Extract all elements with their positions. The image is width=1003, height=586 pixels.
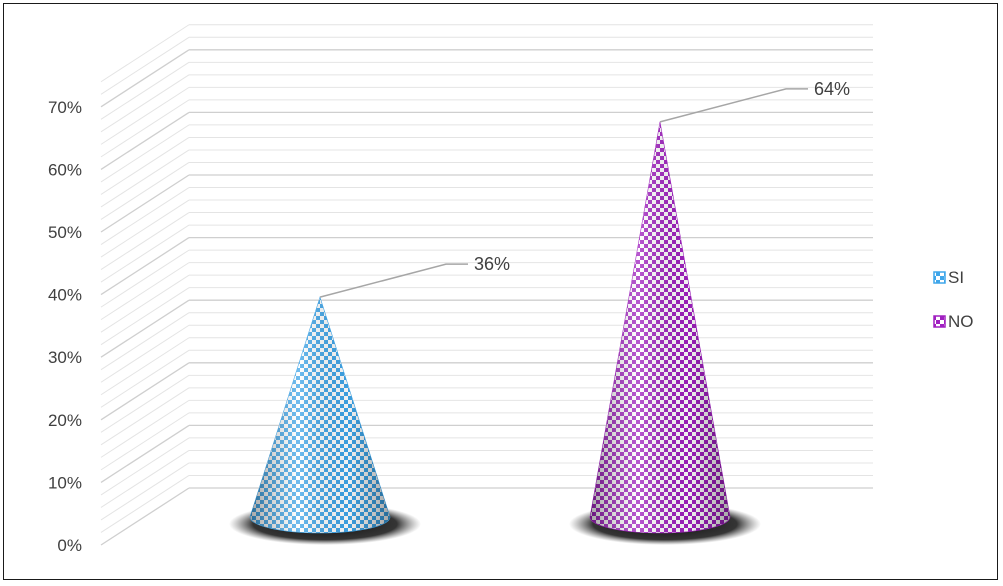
legend-item-si: SI (933, 268, 964, 287)
y-tick-label: 30% (48, 348, 82, 367)
gridline-diagonal (100, 111, 190, 170)
gridline-diagonal (100, 462, 190, 521)
gridline-diagonal (100, 61, 190, 120)
gridline-diagonal (100, 349, 190, 408)
chart-frame: 0% 10% 20% 30% 40% 50% 60% 70% 36% 64% SI NO (3, 3, 998, 580)
gridline-diagonal (100, 49, 190, 108)
cone-chart: 0% 10% 20% 30% 40% 50% 60% 70% 36% 64% SI NO (48, 24, 974, 555)
gridline-diagonal (100, 237, 190, 296)
legend: SI NO (933, 268, 974, 331)
gridline-diagonal (100, 187, 190, 245)
gridline-diagonal (100, 450, 190, 508)
gridline-diagonal (100, 287, 190, 346)
data-label: 36% (474, 254, 510, 274)
y-axis-ticks: 0% 10% 20% 30% 40% 50% 60% 70% (48, 98, 82, 555)
legend-label: NO (948, 312, 974, 331)
y-tick-label: 20% (48, 411, 82, 430)
gridline-diagonal (100, 412, 190, 471)
gridline-diagonal (100, 374, 190, 433)
gridline-diagonal (100, 224, 190, 283)
gridline-diagonal (100, 337, 190, 396)
gridline-diagonal (100, 487, 190, 546)
gridline-diagonal (100, 262, 190, 321)
gridline-diagonal (100, 162, 190, 220)
gridline-diagonal (100, 299, 190, 358)
gridline-diagonal (100, 324, 190, 383)
gridline-diagonal (100, 74, 190, 133)
y-tick-label: 0% (57, 536, 82, 555)
gridline-diagonal (100, 399, 190, 458)
gridline-diagonal (100, 24, 190, 83)
legend-label: SI (948, 268, 964, 287)
gridline-diagonal (100, 99, 190, 158)
y-tick-label: 60% (48, 160, 82, 179)
y-tick-label: 40% (48, 286, 82, 305)
cone-no (589, 121, 731, 534)
leader-line (319, 263, 468, 298)
legend-item-no: NO (933, 312, 974, 331)
gridline-diagonal (100, 212, 190, 270)
gridline-diagonal (100, 137, 190, 195)
gridline-diagonal (100, 149, 190, 208)
gridline-diagonal (100, 312, 190, 371)
gridline-diagonal (100, 86, 190, 145)
gridline-diagonal (100, 36, 190, 95)
gridline-diagonal (100, 387, 190, 446)
legend-swatch (933, 271, 946, 284)
gridline-diagonal (100, 249, 190, 308)
gridline-diagonal (100, 274, 190, 333)
gridline-diagonal (100, 362, 190, 421)
cone-si (249, 296, 391, 534)
gridline-diagonal (100, 124, 190, 183)
legend-swatch (933, 315, 946, 328)
y-tick-label: 50% (48, 223, 82, 242)
gridline-diagonal (100, 174, 190, 233)
gridline-diagonal (100, 437, 190, 496)
gridline-diagonal (100, 424, 190, 483)
gridline-diagonal (100, 475, 190, 533)
y-tick-label: 10% (48, 473, 82, 492)
cones (249, 121, 731, 534)
leader-line (659, 88, 808, 123)
data-labels: 36% 64% (319, 79, 850, 298)
y-tick-label: 70% (48, 98, 82, 117)
gridlines (100, 24, 873, 546)
data-label: 64% (814, 79, 850, 99)
gridline-diagonal (100, 199, 190, 258)
